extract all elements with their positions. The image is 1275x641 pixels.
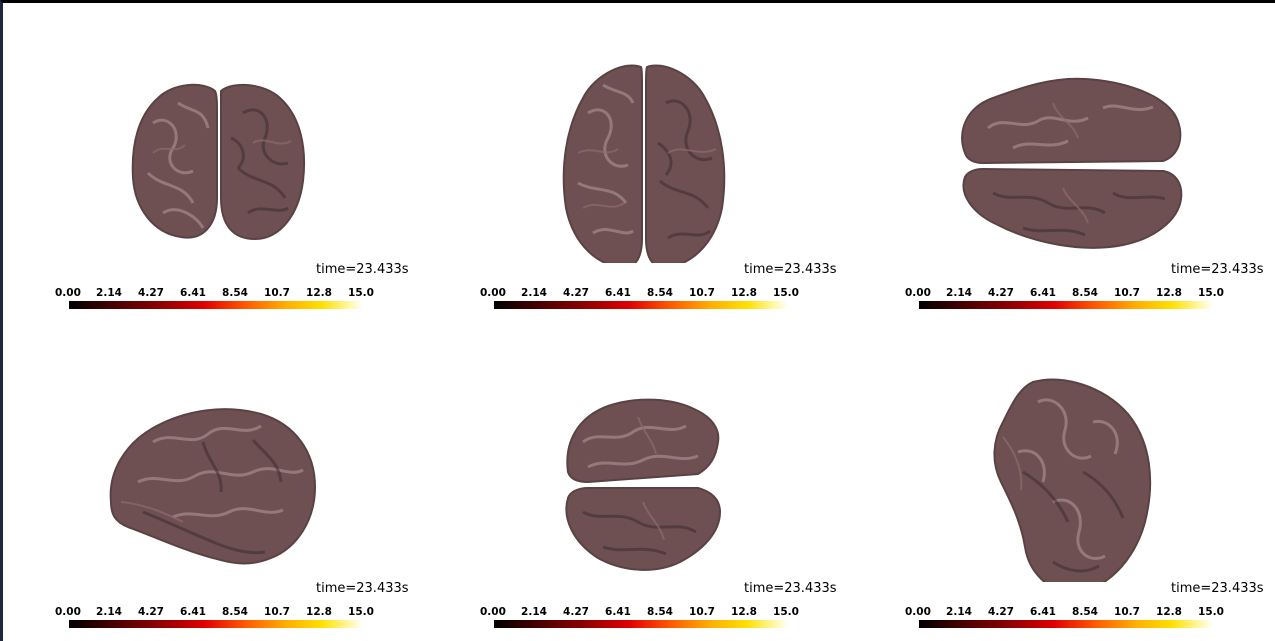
colorbar-tick: 12.8 <box>1156 287 1182 299</box>
colorbar-tick: 6.41 <box>605 606 631 618</box>
brain-dorsal-render <box>562 64 726 263</box>
colorbar-tick: 0.00 <box>905 606 931 618</box>
colorbar-tick: 10.7 <box>1114 287 1140 299</box>
panel-lateral-view: time=23.433s 0.00 2.14 4.27 6.41 8.54 10… <box>3 322 428 641</box>
colorbar-ticks: 0.00 2.14 4.27 6.41 8.54 10.7 12.8 15.0 <box>905 606 1235 619</box>
colorbar-tick: 2.14 <box>96 606 122 618</box>
colorbar-tick: 15.0 <box>773 606 799 618</box>
colorbar <box>919 301 1213 309</box>
panel-frontal-view: time=23.433s 0.00 2.14 4.27 6.41 8.54 10… <box>3 3 428 322</box>
panel-medial-view: time=23.433s 0.00 2.14 4.27 6.41 8.54 10… <box>853 322 1275 641</box>
colorbar-tick: 10.7 <box>264 287 290 299</box>
time-label: time=23.433s <box>316 262 409 277</box>
panel-dorsal-view: time=23.433s 0.00 2.14 4.27 6.41 8.54 10… <box>428 3 853 322</box>
colorbar-tick: 2.14 <box>521 287 547 299</box>
colorbar-tick: 8.54 <box>1072 606 1098 618</box>
brain-frontal-render <box>131 83 306 241</box>
colorbar-tick: 15.0 <box>348 287 374 299</box>
colorbar-ticks: 0.00 2.14 4.27 6.41 8.54 10.7 12.8 15.0 <box>55 287 385 300</box>
colorbar-tick: 15.0 <box>1198 287 1224 299</box>
colorbar-tick: 15.0 <box>1198 606 1224 618</box>
brain-medial-render <box>993 378 1152 582</box>
colorbar-tick: 6.41 <box>1030 606 1056 618</box>
colorbar-tick: 8.54 <box>222 287 248 299</box>
colorbar-tick: 8.54 <box>647 606 673 618</box>
time-label: time=23.433s <box>1171 581 1264 596</box>
colorbar-tick: 6.41 <box>605 287 631 299</box>
colorbar-tick: 8.54 <box>222 606 248 618</box>
colorbar-tick: 12.8 <box>306 287 332 299</box>
colorbar-tick: 2.14 <box>946 287 972 299</box>
colorbar <box>69 301 363 309</box>
colorbar-tick: 4.27 <box>988 287 1014 299</box>
colorbar <box>69 620 363 628</box>
time-label: time=23.433s <box>744 581 837 596</box>
brain-lateral-render <box>109 408 317 565</box>
colorbar-tick: 10.7 <box>1114 606 1140 618</box>
colorbar-ticks: 0.00 2.14 4.27 6.41 8.54 10.7 12.8 15.0 <box>480 287 810 300</box>
colorbar <box>919 620 1213 628</box>
time-label: time=23.433s <box>744 262 837 277</box>
colorbar-tick: 0.00 <box>55 606 81 618</box>
colorbar-tick: 4.27 <box>988 606 1014 618</box>
colorbar-tick: 4.27 <box>563 606 589 618</box>
colorbar-tick: 2.14 <box>521 606 547 618</box>
colorbar-tick: 10.7 <box>264 606 290 618</box>
colorbar-tick: 0.00 <box>55 287 81 299</box>
colorbar-tick: 15.0 <box>773 287 799 299</box>
colorbar-tick: 2.14 <box>946 606 972 618</box>
colorbar-tick: 15.0 <box>348 606 374 618</box>
panel-caudal-view: time=23.433s 0.00 2.14 4.27 6.41 8.54 10… <box>428 322 853 641</box>
colorbar <box>494 620 788 628</box>
colorbar-tick: 4.27 <box>138 606 164 618</box>
colorbar-tick: 10.7 <box>689 287 715 299</box>
colorbar-tick: 4.27 <box>563 287 589 299</box>
colorbar-ticks: 0.00 2.14 4.27 6.41 8.54 10.7 12.8 15.0 <box>480 606 810 619</box>
colorbar-tick: 12.8 <box>731 606 757 618</box>
time-label: time=23.433s <box>1171 262 1264 277</box>
colorbar <box>494 301 788 309</box>
time-label: time=23.433s <box>316 581 409 596</box>
brain-ventral-render <box>961 77 1183 249</box>
colorbar-tick: 2.14 <box>96 287 122 299</box>
colorbar-tick: 10.7 <box>689 606 715 618</box>
colorbar-tick: 8.54 <box>1072 287 1098 299</box>
colorbar-tick: 4.27 <box>138 287 164 299</box>
brain-caudal-render <box>565 398 722 571</box>
colorbar-tick: 6.41 <box>180 606 206 618</box>
colorbar-tick: 0.00 <box>480 606 506 618</box>
colorbar-tick: 8.54 <box>647 287 673 299</box>
panel-ventral-view: time=23.433s 0.00 2.14 4.27 6.41 8.54 10… <box>853 3 1275 322</box>
colorbar-tick: 6.41 <box>1030 287 1056 299</box>
colorbar-tick: 0.00 <box>480 287 506 299</box>
colorbar-tick: 12.8 <box>731 287 757 299</box>
colorbar-tick: 12.8 <box>1156 606 1182 618</box>
colorbar-tick: 6.41 <box>180 287 206 299</box>
colorbar-ticks: 0.00 2.14 4.27 6.41 8.54 10.7 12.8 15.0 <box>905 287 1235 300</box>
colorbar-tick: 0.00 <box>905 287 931 299</box>
colorbar-ticks: 0.00 2.14 4.27 6.41 8.54 10.7 12.8 15.0 <box>55 606 385 619</box>
colorbar-tick: 12.8 <box>306 606 332 618</box>
